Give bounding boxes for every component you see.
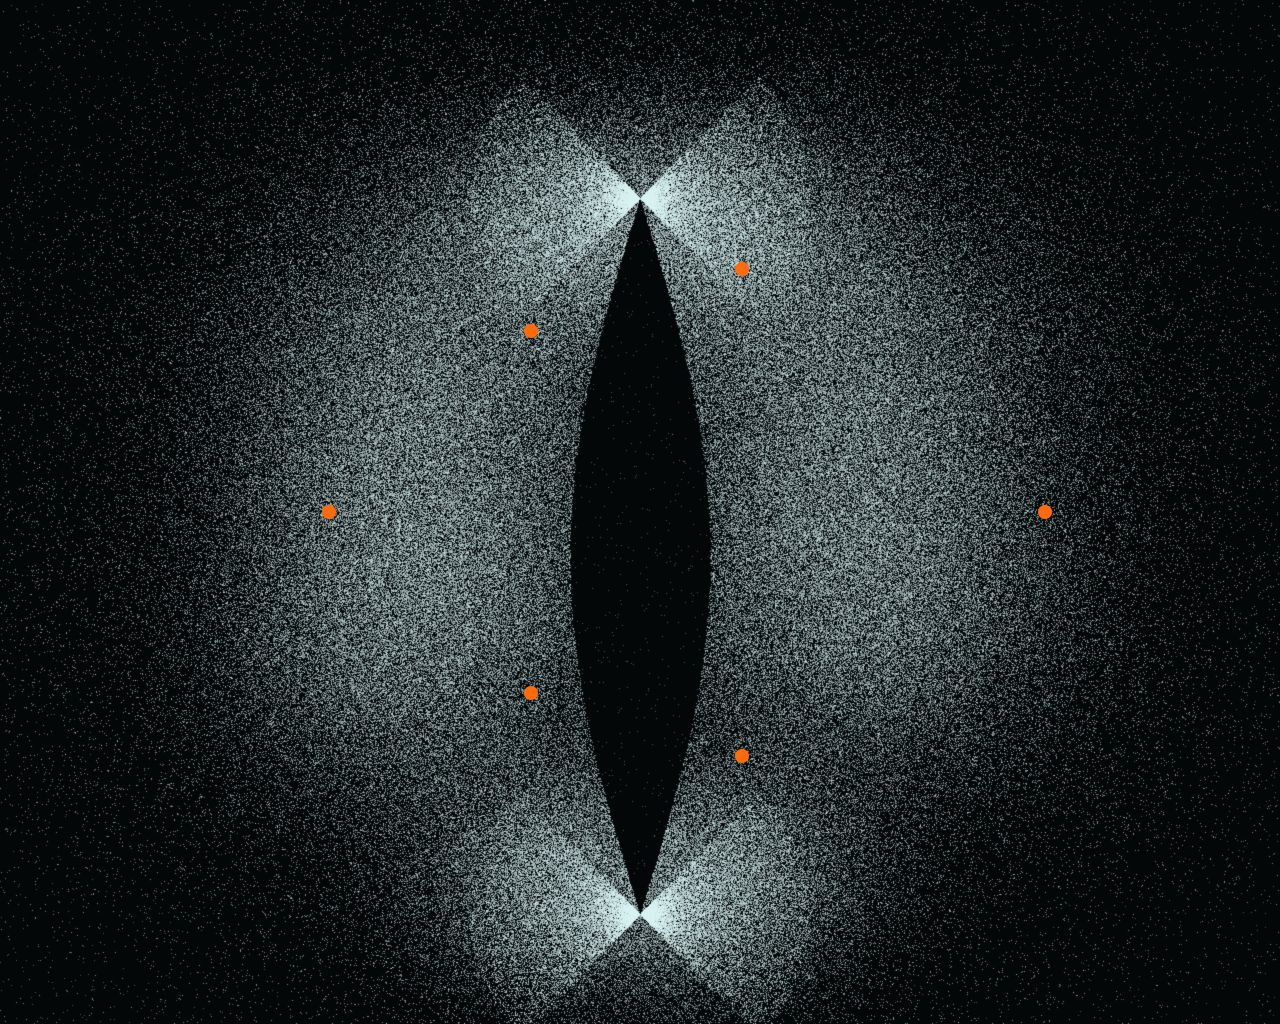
attractor-marker-left [322, 505, 336, 519]
attractor-marker-bottom-left [524, 686, 538, 700]
attractor-marker-top-right [735, 262, 749, 276]
attractor-marker-top-left [524, 324, 538, 338]
attractor-marker-right [1038, 505, 1052, 519]
attractor-marker-bottom-right [735, 749, 749, 763]
